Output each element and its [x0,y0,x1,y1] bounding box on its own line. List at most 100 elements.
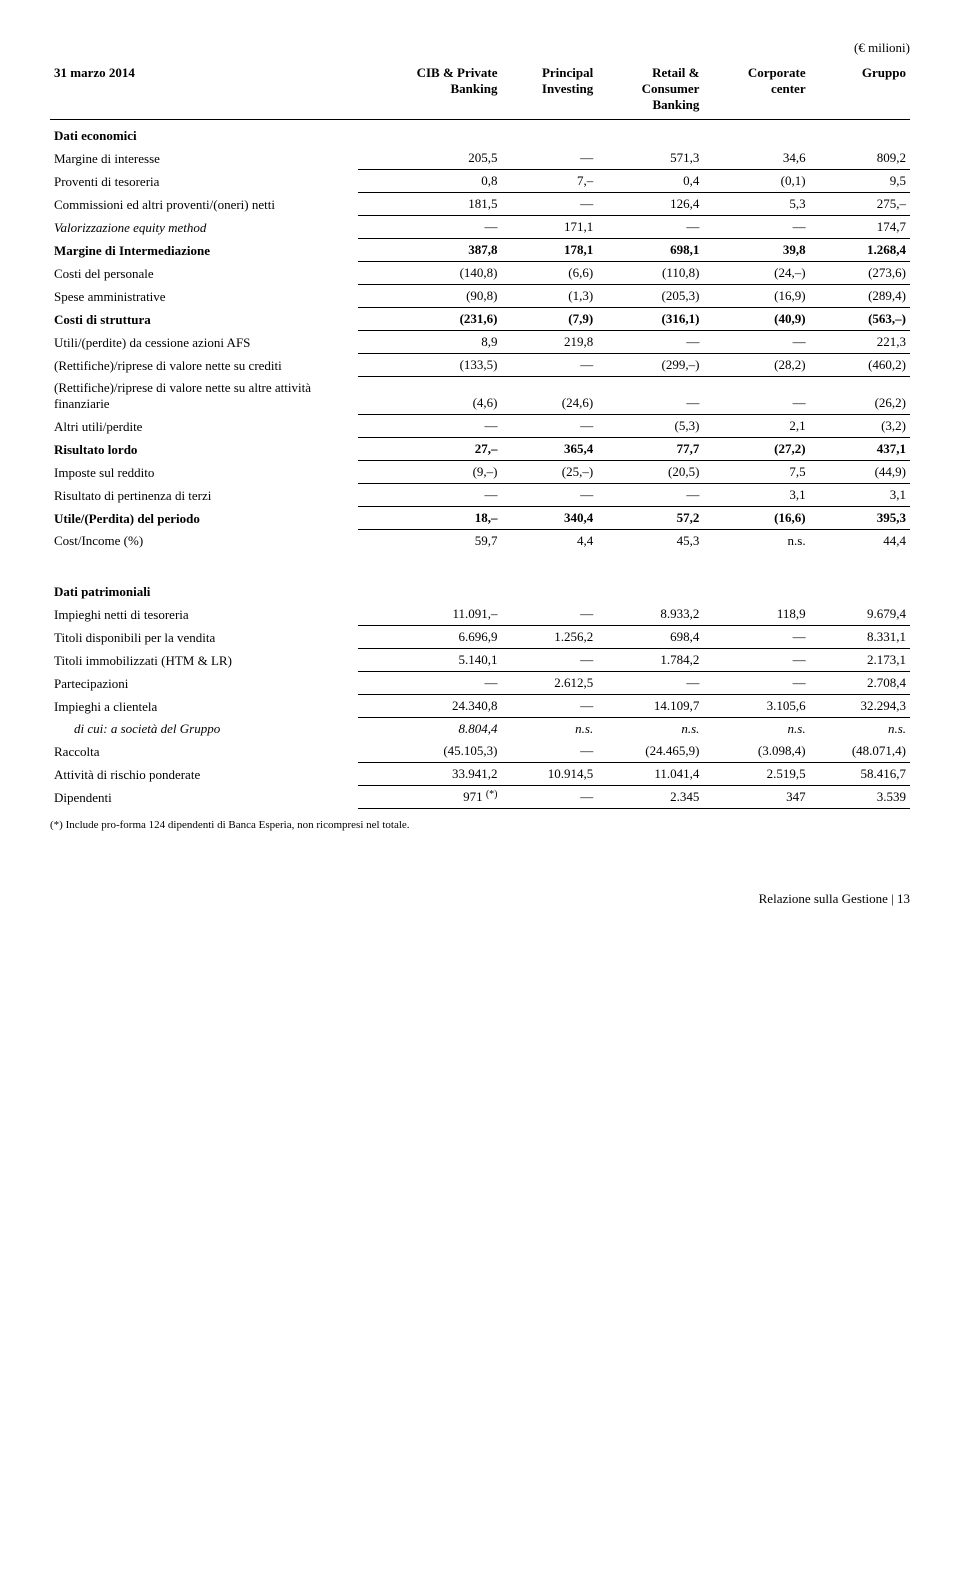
row-cell: 275,– [810,193,910,216]
row-cell: (26,2) [810,377,910,415]
row-cell: 9,5 [810,170,910,193]
row-cell: 10.914,5 [501,763,597,786]
table-row: Altri utili/perdite——(5,3)2,1(3,2) [50,415,910,438]
row-cell: 2.708,4 [810,672,910,695]
page-footer: Relazione sulla Gestione | 13 [50,891,910,907]
row-cell: — [597,672,703,695]
header-date: 31 marzo 2014 [50,62,358,120]
row-cell: 77,7 [597,438,703,461]
row-label: Attività di rischio ponderate [50,763,358,786]
row-cell: (16,9) [703,285,809,308]
row-cell: 3,1 [810,484,910,507]
row-cell: (231,6) [358,308,501,331]
row-cell: (4,6) [358,377,501,415]
row-label: Impieghi netti di tesoreria [50,603,358,626]
row-cell: 32.294,3 [810,695,910,718]
row-cell: (24,6) [501,377,597,415]
row-cell: (48.071,4) [810,740,910,763]
row-cell: — [501,740,597,763]
row-cell: 27,– [358,438,501,461]
row-cell: (3.098,4) [703,740,809,763]
table-row: Utile/(Perdita) del periodo18,–340,457,2… [50,507,910,530]
row-cell: — [703,626,809,649]
table-row: Cost/Income (%)59,74,445,3n.s.44,4 [50,530,910,553]
table-row: Costi del personale(140,8)(6,6)(110,8)(2… [50,262,910,285]
row-cell: — [358,672,501,695]
row-cell: 8.804,4 [358,718,501,741]
row-label: Imposte sul reddito [50,461,358,484]
row-cell: — [501,695,597,718]
row-cell: 181,5 [358,193,501,216]
row-cell: (24.465,9) [597,740,703,763]
row-cell: 1.784,2 [597,649,703,672]
header-col: Gruppo [810,62,910,120]
table-row: Margine di Intermediazione387,8178,1698,… [50,239,910,262]
row-cell: 178,1 [501,239,597,262]
row-label: Raccolta [50,740,358,763]
row-cell: (20,5) [597,461,703,484]
row-cell: (16,6) [703,507,809,530]
row-cell: — [501,147,597,170]
section-header: Dati economici [50,120,910,148]
table-row: Attività di rischio ponderate33.941,210.… [50,763,910,786]
row-cell: n.s. [703,530,809,553]
row-cell: 7,5 [703,461,809,484]
row-cell: 2.519,5 [703,763,809,786]
row-cell: (140,8) [358,262,501,285]
table-row: Margine di interesse205,5—571,334,6809,2 [50,147,910,170]
row-cell: (7,9) [501,308,597,331]
row-cell: 11.041,4 [597,763,703,786]
row-label: Cost/Income (%) [50,530,358,553]
row-label: Utile/(Perdita) del periodo [50,507,358,530]
row-cell: — [703,649,809,672]
row-cell: 3.105,6 [703,695,809,718]
table-row: (Rettifiche)/riprese di valore nette su … [50,377,910,415]
header-col: CIB & PrivateBanking [358,62,501,120]
row-cell: (5,3) [597,415,703,438]
row-label: Valorizzazione equity method [50,216,358,239]
row-cell: 2.612,5 [501,672,597,695]
header-col: PrincipalInvesting [501,62,597,120]
row-cell: 2,1 [703,415,809,438]
row-cell: — [597,331,703,354]
row-cell: 387,8 [358,239,501,262]
row-cell: 39,8 [703,239,809,262]
row-cell: 347 [703,786,809,809]
row-cell: — [358,415,501,438]
row-label: Risultato lordo [50,438,358,461]
row-label: Altri utili/perdite [50,415,358,438]
row-cell: — [358,484,501,507]
row-cell: 58.416,7 [810,763,910,786]
table-row: di cui: a società del Gruppo8.804,4n.s.n… [50,718,910,741]
footer-page-number: 13 [897,891,910,906]
row-cell: 18,– [358,507,501,530]
row-cell: (44,9) [810,461,910,484]
row-label: Spese amministrative [50,285,358,308]
row-cell: 3.539 [810,786,910,809]
row-cell: 126,4 [597,193,703,216]
row-label: Impieghi a clientela [50,695,358,718]
table-row: Costi di struttura(231,6)(7,9)(316,1)(40… [50,308,910,331]
table-row: Raccolta(45.105,3)—(24.465,9)(3.098,4)(4… [50,740,910,763]
row-cell: 698,1 [597,239,703,262]
header-col: Corporatecenter [703,62,809,120]
row-cell: 437,1 [810,438,910,461]
row-cell: — [501,649,597,672]
row-cell: — [501,193,597,216]
row-cell: — [501,354,597,377]
row-cell: 5.140,1 [358,649,501,672]
table-row: Risultato lordo27,–365,477,7(27,2)437,1 [50,438,910,461]
row-label: Risultato di pertinenza di terzi [50,484,358,507]
row-label: Margine di interesse [50,147,358,170]
row-cell: (3,2) [810,415,910,438]
row-cell: (0,1) [703,170,809,193]
row-cell: 1.268,4 [810,239,910,262]
row-cell: 2.173,1 [810,649,910,672]
row-cell: (133,5) [358,354,501,377]
row-cell: 11.091,– [358,603,501,626]
row-label: Costi di struttura [50,308,358,331]
row-cell: (27,2) [703,438,809,461]
row-cell: 45,3 [597,530,703,553]
row-cell: 0,4 [597,170,703,193]
row-label: Proventi di tesoreria [50,170,358,193]
